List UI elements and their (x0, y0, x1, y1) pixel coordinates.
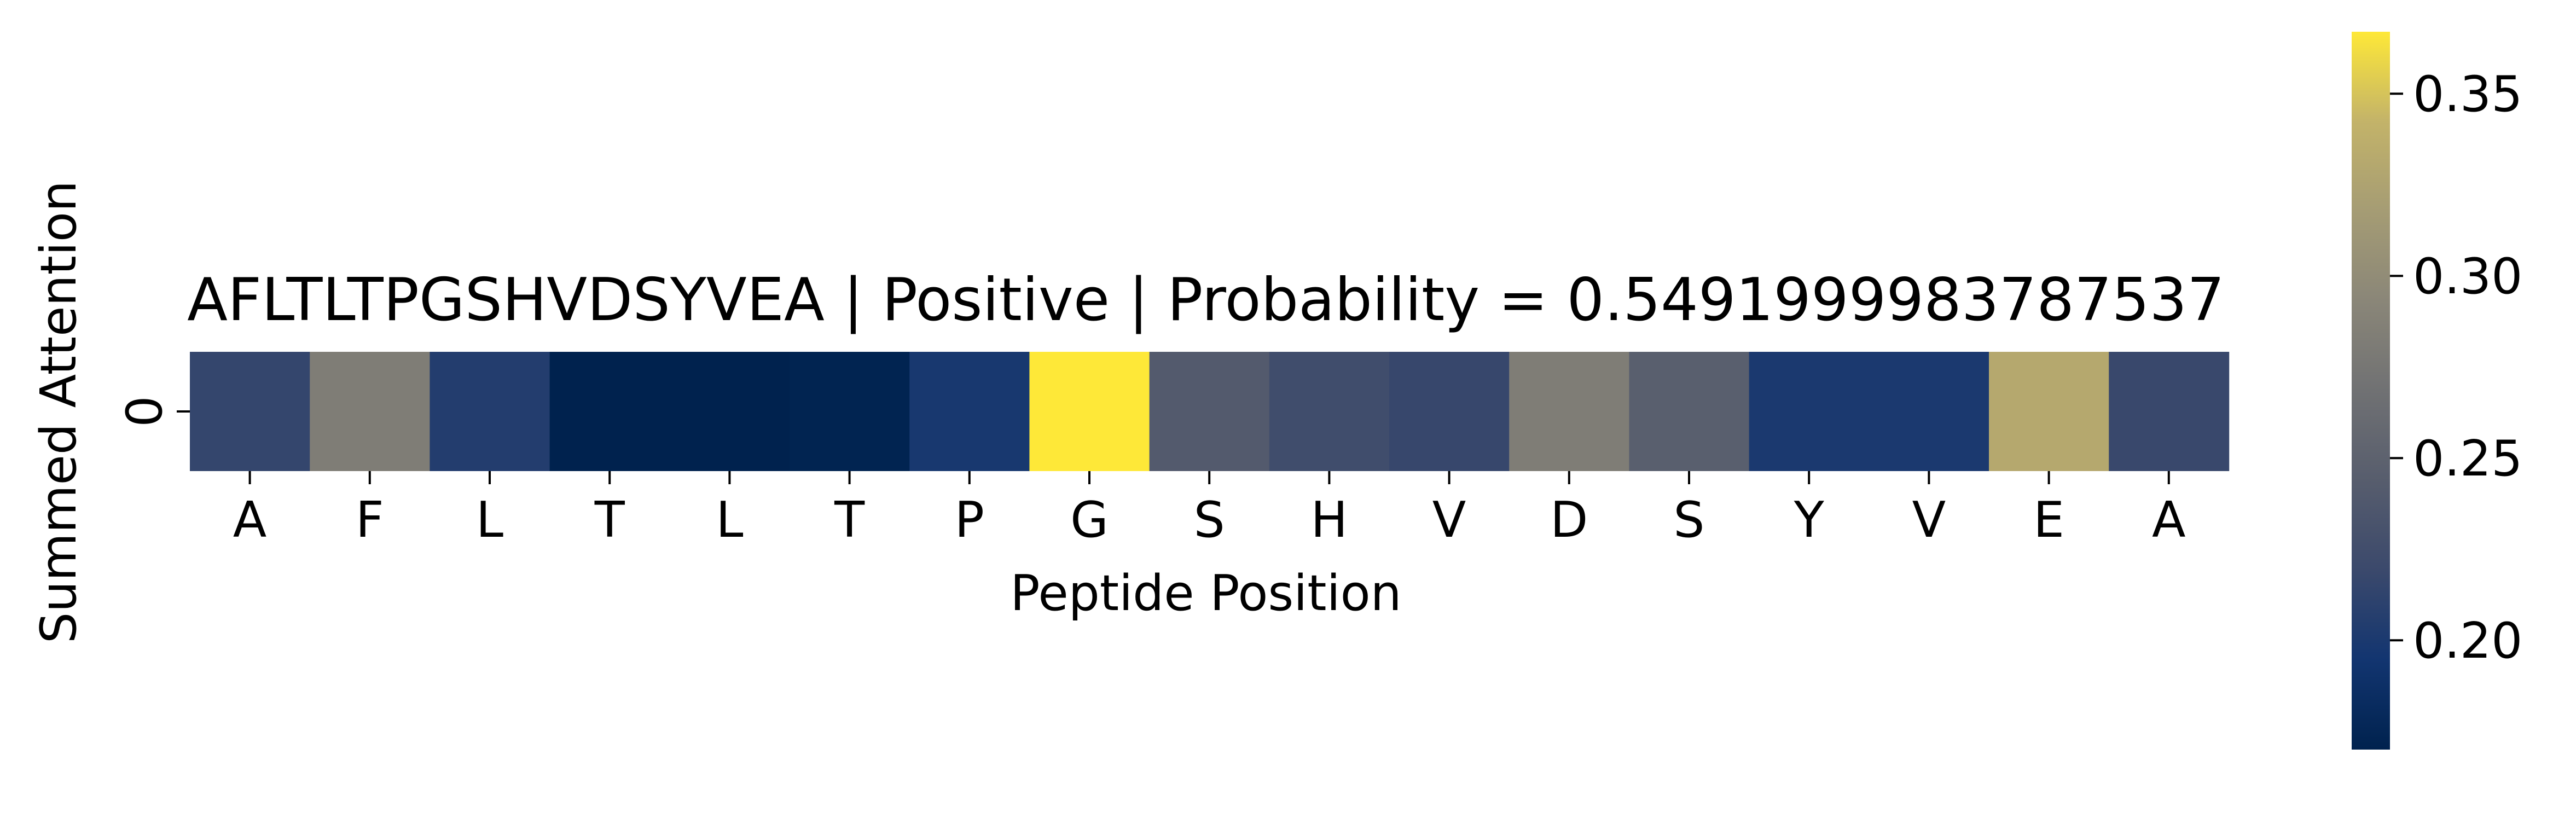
x-axis-label: Peptide Position (1010, 565, 1401, 622)
heatmap-cell (669, 352, 790, 471)
x-tick-label: G (1070, 491, 1109, 549)
x-tick-label: H (1311, 491, 1348, 549)
x-tick-label: L (476, 491, 503, 549)
x-tick-label: D (1550, 491, 1588, 549)
heatmap-cell (1989, 352, 2109, 471)
x-tick-label: V (1432, 491, 1466, 549)
colorbar-tick-label: 0.30 (2413, 248, 2522, 305)
heatmap-cell (430, 352, 550, 471)
heatmap-cell (1029, 352, 1150, 471)
x-tick-label: L (716, 491, 743, 549)
heatmap-cell (310, 352, 431, 471)
heatmap-cell (1629, 352, 1750, 471)
colorbar (2352, 32, 2390, 750)
x-tick-label: P (955, 491, 984, 549)
colorbar-tick-label: 0.25 (2413, 430, 2522, 488)
x-tick-label: F (356, 491, 384, 549)
x-tick-label: E (2033, 491, 2064, 549)
x-tick-label: T (594, 491, 625, 549)
heatmap-cell (549, 352, 670, 471)
heatmap-cell (1389, 352, 1510, 471)
colorbar-ticks: 0.20 0.25 0.30 0.35 (2390, 66, 2522, 670)
heatmap-cell (190, 352, 310, 471)
heatmap-cell (1869, 352, 1989, 471)
heatmap-cell (1269, 352, 1390, 471)
x-tick-label: S (1194, 491, 1225, 549)
x-tick-label: T (834, 491, 865, 549)
x-tick-label: A (233, 491, 267, 549)
heatmap-cell (790, 352, 910, 471)
x-tick-label: S (1673, 491, 1704, 549)
heatmap-cell (1509, 352, 1630, 471)
y-axis-label: Summed Attention (30, 181, 88, 643)
chart-title: AFLTLTPGSHVDSYVEA | Positive | Probabili… (187, 266, 2225, 334)
y-tick-label: 0 (116, 396, 173, 427)
heatmap-cell (909, 352, 1030, 471)
heatmap-cells (190, 352, 2230, 471)
heatmap-cell (2109, 352, 2230, 471)
heatmap-cell (1749, 352, 1870, 471)
x-tick-label: A (2152, 491, 2186, 549)
x-tick-label: V (1912, 491, 1946, 549)
colorbar-tick-label: 0.35 (2413, 66, 2522, 123)
colorbar-tick-label: 0.20 (2413, 612, 2522, 670)
x-tick-label: Y (1794, 491, 1825, 549)
y-axis-ticks: 0 (116, 396, 190, 427)
heatmap-cell (1149, 352, 1270, 471)
